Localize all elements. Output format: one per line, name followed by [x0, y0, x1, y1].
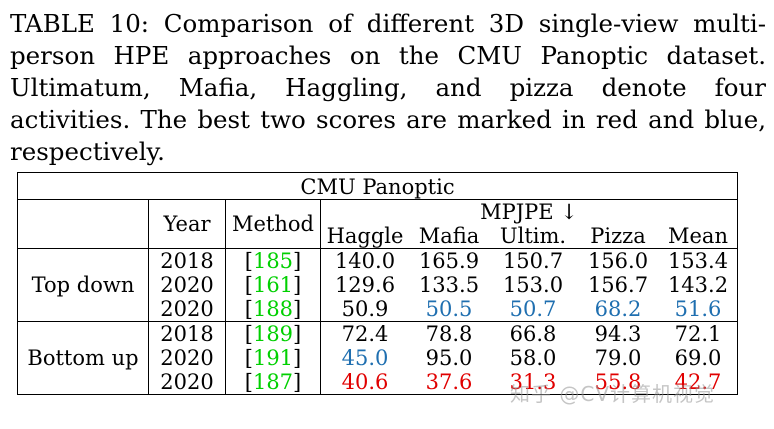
value-cell: 140.0: [320, 248, 409, 273]
citation-ref: 191: [252, 346, 294, 370]
citation-ref: 189: [252, 322, 294, 346]
value-cell-second-best: 51.6: [659, 297, 738, 322]
value-cell: 156.7: [587, 273, 649, 297]
year-cell: 2018: [148, 248, 226, 273]
value-cell: 66.8: [489, 321, 577, 346]
value-cell: 129.6: [334, 273, 396, 297]
value-cell: 69.0: [659, 346, 738, 370]
value-cell-best: 37.6: [409, 370, 489, 395]
value-cell: 153.4: [659, 248, 738, 273]
method-cell: [188]: [225, 297, 321, 322]
metric-header: MPJPE ↓: [320, 199, 738, 224]
year-cell: 2020: [148, 273, 226, 297]
results-table: CMU Panoptic Year Method MPJPE ↓ Haggle …: [17, 172, 738, 395]
value-cell-best: 42.7: [659, 370, 738, 395]
method-header: Method: [225, 199, 321, 249]
year-cell: 2018: [148, 321, 226, 346]
year-cell: 2020: [148, 346, 226, 370]
citation-ref: 188: [252, 297, 294, 321]
year-cell: 2020: [148, 297, 226, 322]
table-caption: TABLE 10: Comparison of different 3D sin…: [10, 8, 766, 168]
caption-line-1: TABLE 10: Comparison of different 3D sin…: [10, 9, 766, 38]
value-cell-second-best: 45.0: [341, 346, 389, 370]
value-cell: 50.9: [341, 297, 389, 321]
method-cell: [187]: [225, 370, 321, 395]
value-cell: 143.2: [659, 273, 738, 297]
value-cell-second-best: 50.5: [425, 297, 473, 321]
value-cell: 133.5: [418, 273, 480, 297]
watermark: 知乎 @CV计算机视觉: [510, 382, 716, 406]
caption-line-2: person HPE approaches on the CMU Panopti…: [10, 41, 766, 70]
group-header-empty: [17, 199, 149, 249]
citation-ref: 161: [252, 273, 294, 297]
value-cell: 165.9: [409, 248, 489, 273]
value-cell: 156.0: [577, 248, 659, 273]
citation-ref: 187: [252, 370, 294, 394]
method-cell: [161]: [225, 273, 321, 297]
value-cell: 94.3: [577, 321, 659, 346]
dataset-header: CMU Panoptic: [17, 172, 738, 200]
col-header-mean: Mean: [659, 224, 738, 249]
method-cell: [189]: [225, 321, 321, 346]
col-header-mafia: Mafia: [418, 224, 480, 248]
value-cell-best: 31.3: [489, 370, 577, 395]
method-cell: [191]: [225, 346, 321, 370]
col-header-ultim: Ultim.: [499, 224, 567, 248]
year-cell: 2020: [148, 370, 226, 395]
caption-line-4: The best two scores are marked in red an…: [10, 105, 766, 166]
value-cell: 79.0: [594, 346, 642, 370]
year-header: Year: [148, 199, 226, 249]
value-cell-second-best: 50.7: [509, 297, 557, 321]
value-cell-best: 55.8: [577, 370, 659, 395]
value-cell: 95.0: [425, 346, 473, 370]
method-cell: [185]: [225, 248, 321, 273]
value-cell-second-best: 68.2: [594, 297, 642, 321]
value-cell: 72.4: [320, 321, 409, 346]
value-cell: 150.7: [489, 248, 577, 273]
value-cell: 78.8: [409, 321, 489, 346]
group-label-top-down: Top down: [17, 248, 149, 322]
value-cell: 58.0: [509, 346, 557, 370]
group-label-bottom-up: Bottom up: [17, 321, 149, 395]
col-header-haggle: Haggle: [326, 224, 404, 248]
citation-ref: 185: [252, 249, 294, 273]
caption-line-3: Ultimatum, Mafia, Haggling, and pizza de…: [10, 73, 766, 134]
value-cell: 72.1: [659, 321, 738, 346]
col-header-pizza: Pizza: [590, 224, 646, 248]
value-cell-best: 40.6: [320, 370, 409, 395]
value-cell: 153.0: [502, 273, 564, 297]
